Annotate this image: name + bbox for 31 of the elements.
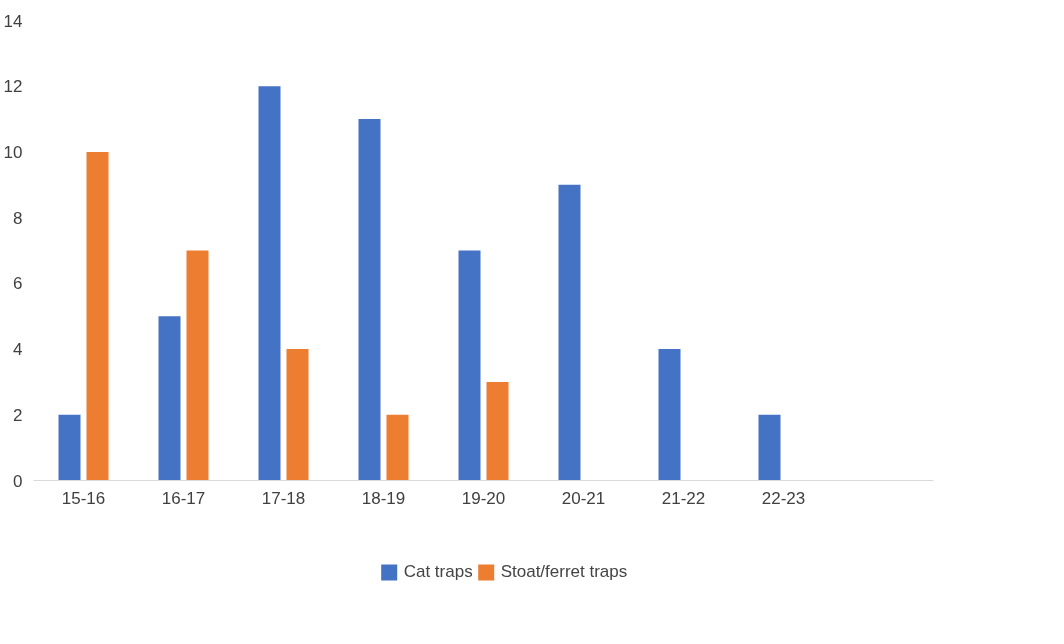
bar	[58, 414, 81, 481]
bar	[758, 414, 781, 481]
x-tick-label: 21-22	[661, 488, 706, 508]
bar	[458, 250, 481, 481]
bar	[658, 349, 681, 481]
y-tick-label: 2	[13, 405, 23, 425]
legend-label: Stoat/ferret traps	[500, 561, 628, 582]
bar	[286, 349, 309, 481]
bar	[486, 381, 509, 481]
x-tick-label: 20-21	[561, 488, 606, 508]
y-tick-label: 8	[13, 208, 23, 228]
x-tick-label: 18-19	[361, 488, 406, 508]
bar	[86, 151, 109, 481]
x-tick-label: 19-20	[461, 488, 506, 508]
x-tick-label: 16-17	[161, 488, 206, 508]
x-tick-label: 15-16	[61, 488, 106, 508]
bar	[186, 250, 209, 481]
bar	[558, 184, 581, 481]
bar	[258, 86, 281, 481]
x-tick-label: 17-18	[261, 488, 306, 508]
bar	[386, 414, 409, 481]
bar	[358, 119, 381, 481]
y-tick-label: 0	[13, 471, 23, 491]
y-tick-label: 6	[13, 274, 23, 294]
y-tick-label: 10	[3, 142, 23, 162]
y-tick-label: 14	[3, 11, 23, 31]
x-tick-label: 22-23	[761, 488, 806, 508]
y-tick-label: 12	[3, 77, 23, 97]
legend-label: Cat traps	[403, 561, 473, 582]
y-tick-label: 4	[13, 340, 23, 360]
bar	[158, 316, 181, 481]
